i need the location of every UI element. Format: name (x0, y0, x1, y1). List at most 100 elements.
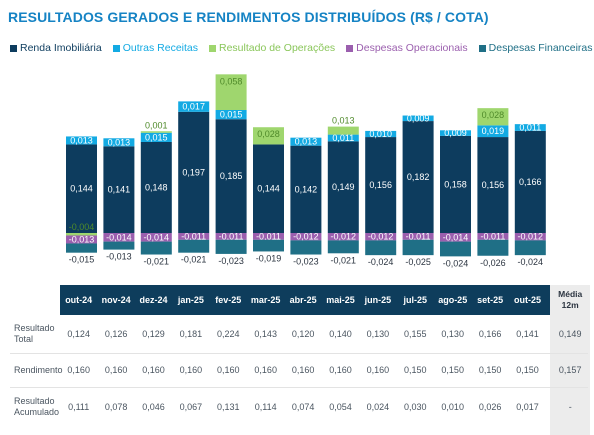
table-cell: 0,130 (441, 329, 464, 339)
bar-despesas-op (66, 235, 97, 244)
column-header: jun-25 (364, 295, 392, 305)
column-header: out-24 (65, 295, 93, 305)
table-cell: 0,160 (254, 365, 277, 375)
column-header: set-25 (477, 295, 504, 305)
table-cell: 0,181 (179, 329, 203, 339)
data-label-despesas-op: -0,011 (219, 231, 244, 241)
data-label-outras: 0,009 (444, 128, 467, 138)
bar-outras (66, 136, 97, 145)
bar-despesas-op (440, 233, 471, 242)
table-cell: 0,155 (404, 329, 427, 339)
bar-despesas-fin (215, 239, 247, 254)
table-cell: 0,111 (68, 402, 90, 412)
column-header: fev-25 (215, 295, 242, 305)
table-cell: 0,054 (329, 402, 352, 412)
table-cell: 0,131 (217, 402, 240, 412)
bar-despesas-fin (365, 240, 397, 256)
bar-renda (477, 137, 509, 233)
table-cell: 0,160 (291, 365, 315, 375)
legend-item-renda: Renda Imobiliária (10, 42, 102, 54)
data-label-renda: 0,141 (108, 185, 131, 195)
data-label-despesas-op: -0,012 (331, 232, 357, 242)
data-label-despesas-op: -0,012 (368, 232, 394, 242)
data-label-despesas-op: -0,014 (106, 232, 132, 242)
bar-renda (103, 146, 135, 233)
data-label-renda: 0,156 (369, 180, 392, 190)
table-cell: 0,160 (217, 365, 240, 375)
bar-renda (178, 111, 210, 233)
row-label-line: Resultado (14, 396, 55, 406)
row-divider (10, 353, 588, 354)
table-cell: 0,130 (366, 329, 390, 339)
column-header: mar-25 (250, 295, 281, 305)
bar-despesas-op (103, 233, 135, 242)
bar-renda (514, 130, 546, 233)
row-label: Resultado Acumulado (14, 396, 64, 418)
data-label-despesas-fin: -0,015 (69, 255, 95, 265)
bar-resultado-neg (66, 233, 97, 236)
table-cell: 0,129 (142, 329, 165, 339)
data-label-despesas-fin: -0,026 (480, 258, 506, 268)
table-cell: 0,224 (217, 329, 240, 339)
data-label-despesas-op: -0,011 (406, 231, 431, 241)
table-cell: 0,150 (441, 365, 464, 375)
bar-outras (365, 130, 397, 138)
data-label-despesas-fin: -0,023 (218, 256, 244, 266)
data-label-despesas-op: -0,012 (518, 232, 544, 242)
data-label-outras: 0,011 (519, 123, 541, 133)
bar-despesas-op (215, 233, 247, 240)
row-label-line: Rendimento (14, 365, 63, 375)
data-label-outras: 0,013 (108, 137, 131, 147)
bar-outras (140, 132, 172, 142)
stacked-bar-chart: 0,144 0,013 -0,004 -0,013 -0,015 0,141 0,013 -0… (66, 74, 546, 268)
data-label-renda: 0,197 (182, 167, 205, 177)
bar-outras (290, 137, 322, 146)
table-cell: 0,046 (142, 402, 165, 412)
legend-label: Despesas Financeiras (488, 42, 593, 54)
bar-despesas-op (178, 233, 210, 240)
table-cell: 0,114 (254, 402, 277, 412)
bar-despesas-op (402, 233, 434, 240)
data-label-renda: 0,185 (220, 171, 243, 181)
data-label-despesas-fin: -0,024 (518, 257, 544, 267)
table-cell-avg: - (568, 402, 572, 412)
table-cell: 0,078 (104, 402, 128, 412)
bar-renda (365, 137, 397, 233)
column-header: ago-25 (438, 295, 468, 305)
bar-resultado (477, 108, 509, 126)
bar-outras (103, 138, 135, 147)
data-label-despesas-op: -0,012 (293, 232, 319, 242)
table-cell: 0,140 (329, 329, 352, 339)
table-cell: 0,124 (67, 329, 90, 339)
table-cell-avg: 0,149 (558, 329, 582, 339)
data-label-outras: 0,019 (482, 126, 505, 136)
data-label-renda: 0,149 (332, 182, 355, 192)
bar-despesas-op (514, 233, 546, 241)
avg-header-line: Média (558, 289, 583, 299)
table-cell: 0,166 (478, 329, 502, 339)
bar-renda (66, 144, 97, 233)
bar-outras (402, 115, 434, 122)
data-label-renda: 0,144 (257, 184, 280, 194)
table-cell: 0,126 (104, 329, 128, 339)
bar-despesas-fin (66, 243, 97, 253)
column-header: nov-24 (101, 295, 131, 305)
bar-despesas-op (365, 233, 397, 241)
bar-despesas-fin (514, 240, 546, 256)
table-cell: 0,067 (179, 402, 203, 412)
row-label: Rendimento (14, 365, 64, 376)
bar-resultado (140, 131, 172, 133)
data-label-resultado: 0,013 (332, 116, 355, 126)
data-label-renda: 0,182 (407, 172, 430, 182)
bar-renda (327, 141, 359, 233)
data-label-despesas-op: -0,011 (181, 231, 206, 241)
legend-item-outras: Outras Receitas (112, 42, 198, 54)
bar-despesas-fin (327, 240, 359, 254)
avg-column-background (550, 315, 591, 435)
bar-despesas-op (290, 233, 322, 241)
bar-outras (440, 130, 471, 136)
column-header: out-25 (513, 295, 541, 305)
bar-renda (253, 144, 284, 233)
bar-outras (514, 124, 546, 131)
table-cell: 0,160 (142, 365, 165, 375)
